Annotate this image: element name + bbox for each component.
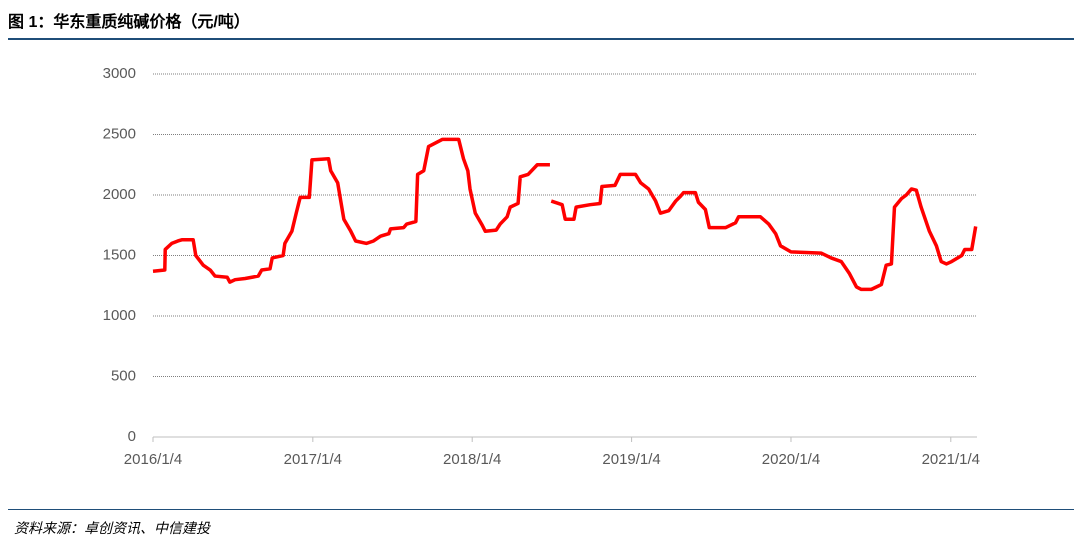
chart: 0 500 1000 1500 2000 2500 3000 2016/1/4 2017/1/4… bbox=[103, 65, 980, 468]
x-tick-label: 2016/1/4 bbox=[124, 451, 182, 468]
header-rule bbox=[8, 38, 1074, 40]
source-note: 资料来源：卓创资讯、中信建投 bbox=[14, 520, 210, 536]
y-tick-label: 1000 bbox=[103, 307, 136, 324]
x-tick-label: 2018/1/4 bbox=[443, 451, 501, 468]
y-tick-label: 3000 bbox=[103, 65, 136, 82]
price-line bbox=[152, 137, 978, 292]
x-tick-label: 2020/1/4 bbox=[762, 451, 820, 468]
x-tick-label: 2021/1/4 bbox=[922, 451, 980, 468]
x-tick-label: 2019/1/4 bbox=[602, 451, 660, 468]
footer-rule bbox=[8, 509, 1074, 510]
y-tick-label: 2500 bbox=[103, 125, 136, 142]
chart-title: 图 1：华东重质纯碱价格（元/吨） bbox=[8, 14, 250, 31]
y-tick-label: 2000 bbox=[103, 186, 136, 203]
y-tick-label: 1500 bbox=[103, 246, 136, 263]
y-tick-label: 500 bbox=[111, 367, 136, 384]
x-tick-label: 2017/1/4 bbox=[284, 451, 342, 468]
y-tick-label: 0 bbox=[128, 428, 136, 445]
